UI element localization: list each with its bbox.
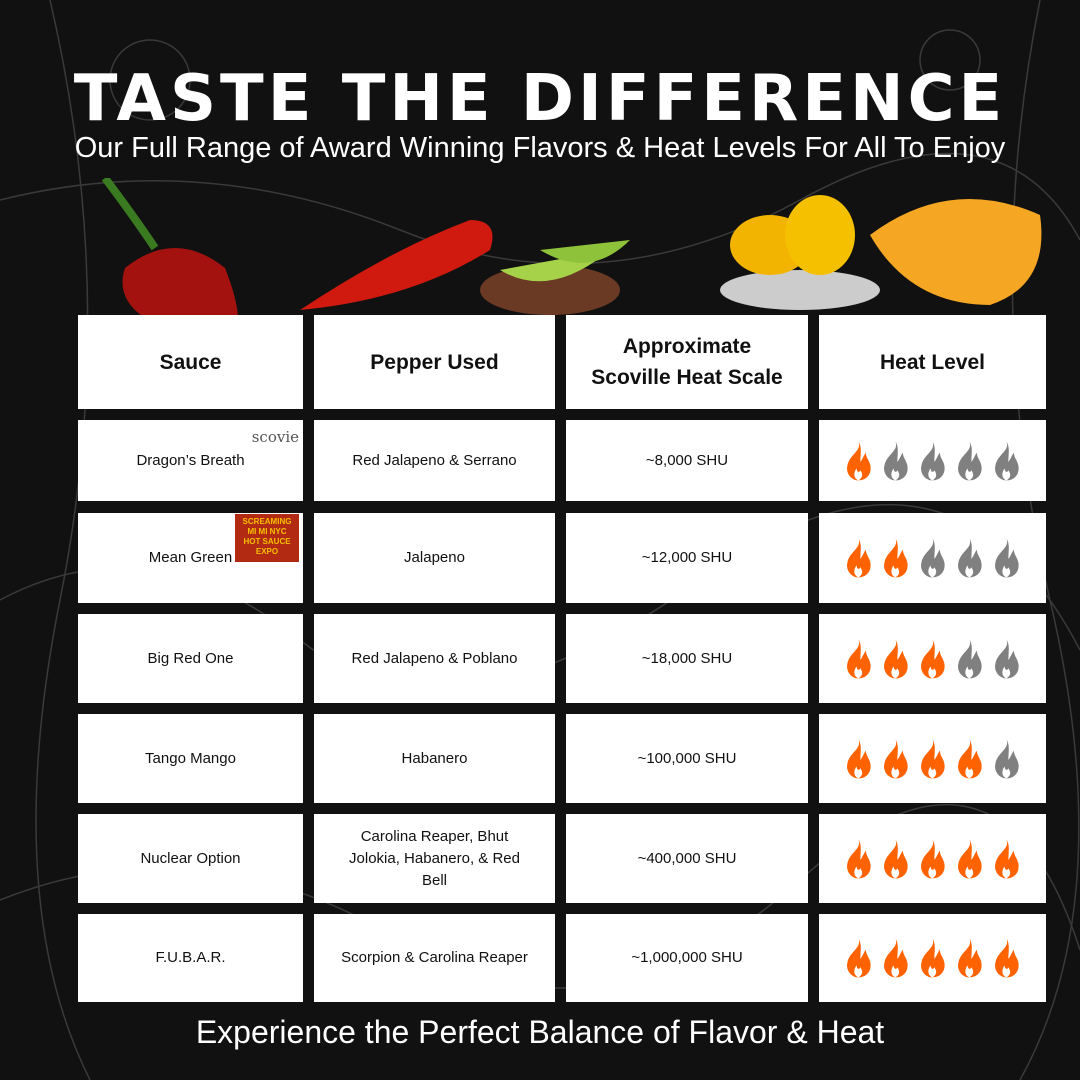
sauce-text: Dragon’s Breath	[136, 451, 245, 469]
page-subtitle: Our Full Range of Award Winning Flavors …	[74, 132, 1006, 164]
flame-icon	[995, 441, 1019, 480]
cell-shu: ~12,000 SHU	[566, 513, 808, 603]
flame-icon	[958, 739, 982, 778]
pepper-text: Jalapeno	[404, 549, 465, 566]
sauce-text: Mean Green	[148, 549, 233, 566]
cell-pepper: Habanero	[314, 714, 555, 803]
flame-icon	[958, 639, 982, 678]
flame-icon	[921, 938, 945, 978]
flame-icon	[884, 739, 908, 778]
flame-icon	[921, 441, 945, 480]
cell-heat-level	[819, 420, 1046, 501]
flame-icon	[995, 839, 1019, 878]
flame-icon	[921, 739, 945, 778]
flame-icon	[847, 839, 871, 878]
sauce-text: Big Red One	[147, 649, 234, 667]
cell-shu: ~400,000 SHU	[566, 814, 808, 903]
pepper-text: Habanero	[401, 749, 468, 767]
header-heat-level: Heat Level	[819, 315, 1046, 409]
cell-pepper: Carolina Reaper, Bhut Jolokia, Habanero,…	[314, 814, 555, 903]
shu-text: ~12,000 SHU	[641, 549, 733, 566]
flame-icon	[884, 938, 908, 978]
flame-icon	[921, 639, 945, 678]
habanero-and-mango-image	[720, 195, 1042, 310]
pepper-text: Red Jalapeno & Serrano	[352, 451, 517, 469]
heat-rating	[840, 536, 1025, 580]
shu-text: ~400,000 SHU	[637, 849, 737, 867]
cell-shu: ~1,000,000 SHU	[566, 914, 808, 1002]
cell-heat-level	[819, 914, 1046, 1002]
flame-icon	[884, 639, 908, 678]
cell-pepper: Scorpion & Carolina Reaper	[314, 914, 555, 1002]
flame-icon	[884, 839, 908, 878]
flame-icon	[921, 538, 945, 578]
flame-icon	[847, 739, 871, 778]
flame-icon	[995, 639, 1019, 678]
flame-icon	[995, 739, 1019, 778]
cell-sauce: F.U.B.A.R.	[78, 914, 303, 1002]
flame-icon	[847, 938, 871, 978]
sauce-text: Nuclear Option	[140, 849, 241, 867]
heat-rating	[840, 936, 1025, 980]
flame-icon	[958, 839, 982, 878]
heat-rating	[840, 737, 1025, 781]
cell-shu: ~100,000 SHU	[566, 714, 808, 803]
flame-icon	[958, 441, 982, 480]
flame-icon	[995, 538, 1019, 578]
cell-heat-level	[819, 814, 1046, 903]
flame-icon	[847, 441, 871, 480]
award-badge: scovie	[251, 428, 299, 446]
flame-icon	[884, 538, 908, 578]
award-badge: SCREAMING MI MI NYC HOT SAUCE EXPO	[235, 514, 299, 562]
cell-heat-level	[819, 513, 1046, 603]
flame-icon	[847, 538, 871, 578]
cell-pepper: Red Jalapeno & Poblano	[314, 614, 555, 703]
shu-text: ~1,000,000 SHU	[631, 949, 743, 966]
shu-text: ~18,000 SHU	[641, 649, 733, 667]
heat-rating	[840, 637, 1025, 681]
cell-shu: ~18,000 SHU	[566, 614, 808, 703]
footer-tagline: Experience the Perfect Balance of Flavor…	[195, 1014, 885, 1050]
shu-text: ~100,000 SHU	[637, 749, 737, 767]
flame-icon	[847, 639, 871, 678]
cell-pepper: Jalapeno	[314, 513, 555, 603]
pepper-text: Red Jalapeno & Poblano	[351, 649, 518, 667]
cell-sauce: Nuclear Option	[78, 814, 303, 903]
flame-icon	[995, 938, 1019, 978]
shu-text: ~8,000 SHU	[645, 451, 729, 469]
cell-sauce: Big Red One	[78, 614, 303, 703]
flame-icon	[884, 441, 908, 480]
flame-icon	[921, 839, 945, 878]
cell-shu: ~8,000 SHU	[566, 420, 808, 501]
header-sauce: Sauce	[78, 315, 303, 409]
header-scoville: Approximate Scoville Heat Scale	[566, 315, 808, 409]
flame-icon	[958, 538, 982, 578]
cell-heat-level	[819, 714, 1046, 803]
heat-rating	[840, 439, 1025, 483]
red-jalapeno-image	[300, 220, 630, 315]
cell-heat-level	[819, 614, 1046, 703]
page-title: TASTE THE DIFFERENCE	[73, 62, 1007, 136]
cell-pepper: Red Jalapeno & Serrano	[314, 420, 555, 501]
cell-sauce: Mean Green SCREAMING MI MI NYC HOT SAUCE …	[78, 513, 303, 603]
pepper-text: Scorpion & Carolina Reaper	[341, 949, 528, 966]
flame-icon	[958, 938, 982, 978]
sauce-text: Tango Mango	[145, 749, 236, 767]
heat-rating	[840, 837, 1025, 881]
pepper-text: Carolina Reaper, Bhut Jolokia, Habanero,…	[349, 827, 520, 889]
cell-sauce: Dragon’s Breath scovie	[78, 420, 303, 501]
header-pepper-used: Pepper Used	[314, 315, 555, 409]
cell-sauce: Tango Mango	[78, 714, 303, 803]
sauce-text: F.U.B.A.R.	[155, 949, 226, 966]
